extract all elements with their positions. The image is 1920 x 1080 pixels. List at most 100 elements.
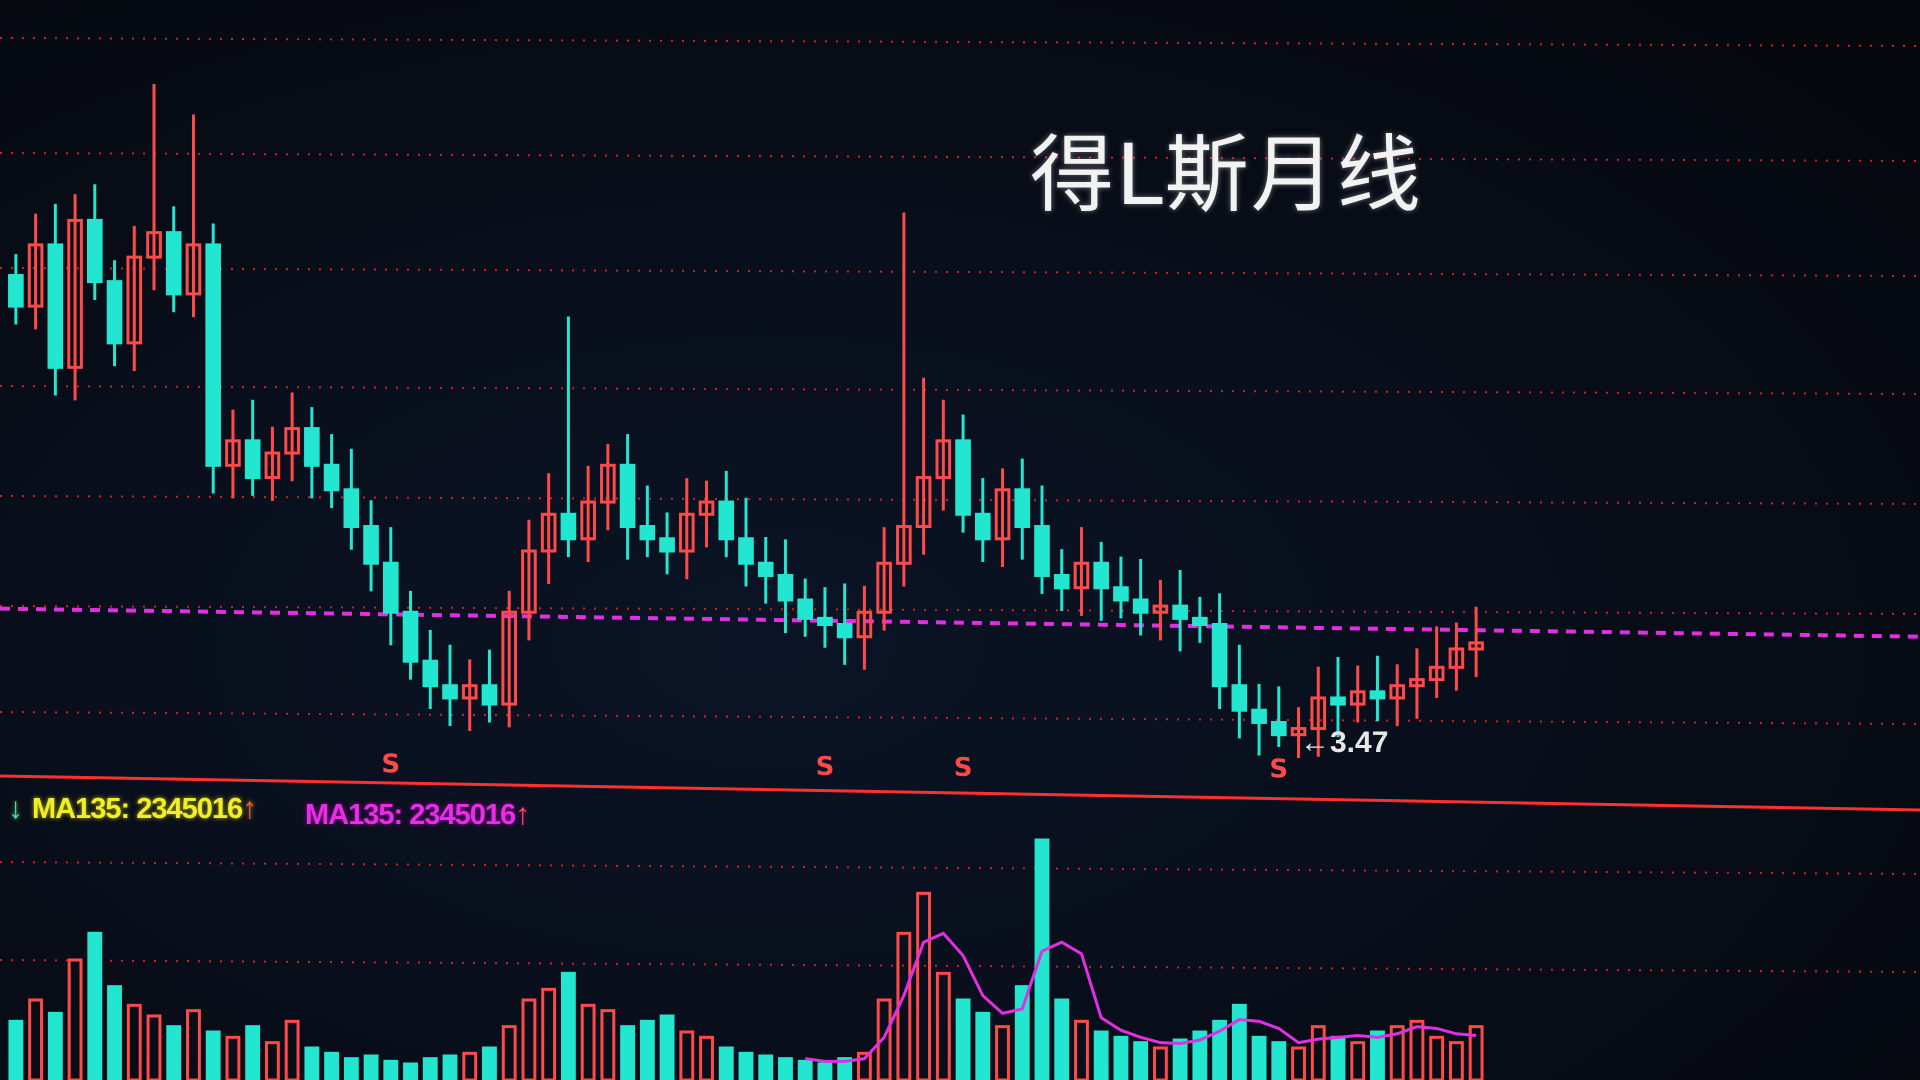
volume-bar (856, 1051, 872, 1080)
candle-body (1113, 586, 1129, 602)
candle-body (1152, 604, 1169, 614)
candle-body (461, 684, 478, 700)
candle-body (146, 231, 162, 259)
volume-bar (758, 1054, 774, 1080)
grid-line (0, 152, 1920, 162)
volume-bar (560, 971, 576, 1080)
candle-body (580, 500, 596, 541)
panel-divider (0, 774, 1920, 812)
volume-bar (995, 1025, 1010, 1080)
low-price-annotation: ←3.47 (1300, 726, 1389, 759)
candle-body (915, 476, 932, 529)
grid-line (0, 385, 1920, 395)
volume-bar (935, 971, 951, 1080)
candle-body (817, 616, 833, 626)
volume-bar (501, 1025, 517, 1080)
volume-bar (1231, 1003, 1247, 1080)
candle-body (442, 684, 458, 700)
volume-bar (343, 1057, 359, 1080)
volume-bar (1152, 1046, 1168, 1080)
ma-indicator-yellow: ↓ MA135: 2345016↑ (8, 792, 257, 826)
volume-bar (363, 1054, 379, 1080)
candle-body (1172, 604, 1188, 620)
grid-line (0, 959, 1920, 973)
volume-bar (817, 1062, 833, 1080)
volume-bar (1093, 1030, 1109, 1080)
volume-bar (47, 1011, 63, 1080)
volume-bar (718, 1046, 734, 1080)
candle-body (106, 280, 123, 345)
grid-line (0, 267, 1920, 277)
chart-title: 得L斯月线 (1030, 126, 1423, 224)
candle-body (1290, 727, 1307, 737)
candle-body (935, 439, 952, 480)
volume-bar (186, 1009, 201, 1080)
volume-bar (955, 998, 971, 1080)
candle-body (1073, 561, 1090, 590)
volume-bar (1113, 1035, 1129, 1080)
candle-body (955, 439, 971, 516)
candle-body (1211, 622, 1228, 688)
candle-body (738, 537, 754, 565)
candle-body (382, 561, 399, 614)
volume-bar (699, 1035, 714, 1080)
volume-bar (1054, 998, 1070, 1080)
candle-body (521, 549, 537, 614)
volume-bar (225, 1035, 241, 1080)
volume-bar (205, 1030, 221, 1080)
volume-bar (107, 985, 122, 1080)
candle-body (856, 610, 873, 639)
candle-body (1330, 696, 1346, 706)
volume-bar (738, 1051, 754, 1080)
candle-body (540, 512, 557, 553)
volume-bar (1251, 1035, 1267, 1080)
volume-bar (916, 891, 932, 1080)
volume-bar (1370, 1030, 1385, 1080)
candle-body (363, 525, 379, 565)
candle-body (165, 231, 182, 296)
volume-bar (639, 1019, 655, 1080)
candle-body (1448, 647, 1465, 669)
volume-bar (975, 1011, 991, 1080)
candle-body (757, 561, 774, 578)
candle-body (994, 488, 1011, 541)
volume-bar (126, 1003, 142, 1080)
volume-bar (1330, 1035, 1346, 1080)
volume-bar (541, 987, 557, 1080)
candle-body (27, 243, 44, 308)
candle-body (1270, 720, 1287, 737)
candle-body (402, 610, 419, 663)
volume-bar (521, 998, 537, 1080)
candle-body (1093, 561, 1110, 590)
candle-body (1428, 665, 1445, 682)
candle-body (1369, 690, 1386, 700)
signal-marker: S (954, 753, 973, 783)
candle-body (47, 243, 64, 369)
volume-bar (383, 1059, 399, 1080)
candle-body (284, 427, 300, 455)
volume-bar (1192, 1030, 1208, 1080)
volume-bar (1172, 1038, 1188, 1080)
candle-body (876, 561, 892, 614)
candle-body (777, 574, 794, 602)
volume-bar (1014, 985, 1030, 1080)
volume-bar (1409, 1019, 1425, 1080)
up-arrow-icon: ↑ (515, 798, 530, 831)
candle-body (225, 439, 241, 467)
candle-body (1409, 678, 1425, 688)
volume-bar (876, 998, 892, 1080)
grid-line (0, 37, 1920, 47)
candle-body (974, 512, 991, 541)
down-arrow-icon: ↓ (8, 792, 23, 825)
volume-bar (28, 998, 44, 1080)
candle-body (1192, 616, 1208, 626)
volume-bar (679, 1030, 695, 1080)
candle-body (8, 274, 24, 308)
volume-bar (778, 1057, 793, 1080)
candle-body (639, 525, 656, 541)
candle-body (304, 427, 320, 467)
volume-bar (1350, 1041, 1366, 1080)
volume-bar (264, 1041, 280, 1080)
volume-bar (1034, 838, 1050, 1080)
candle-body (678, 512, 695, 553)
